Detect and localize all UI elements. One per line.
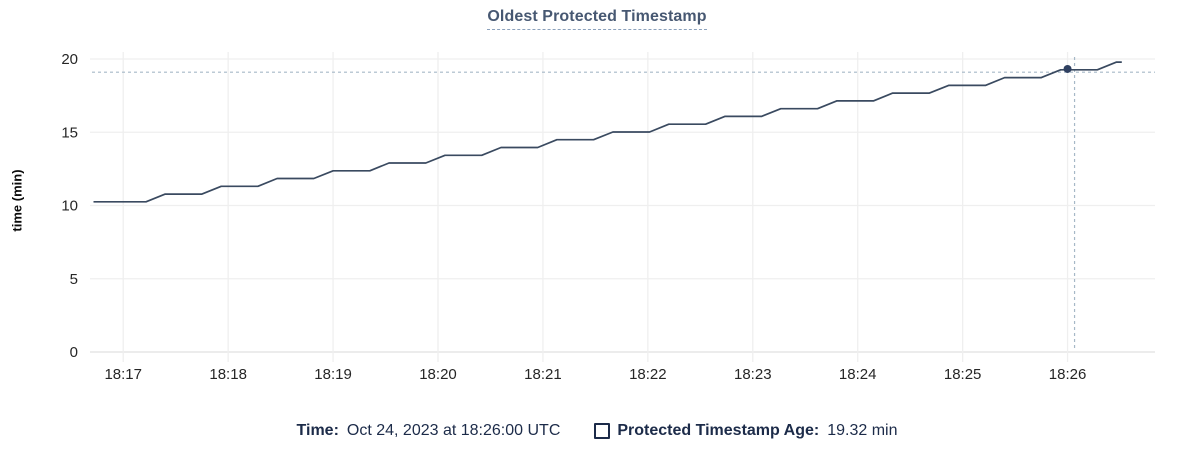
y-tick-label: 5	[70, 271, 78, 288]
x-tick-label: 18:23	[734, 366, 772, 383]
chart-title[interactable]: Oldest Protected Timestamp	[487, 8, 707, 30]
hover-time-label: Time:	[296, 422, 339, 439]
y-tick-label: 15	[61, 124, 78, 141]
x-tick-label: 18:25	[944, 366, 982, 383]
series-checkbox-swatch[interactable]	[594, 423, 611, 439]
series-line	[93, 61, 1122, 203]
x-tick-label: 18:26	[1049, 366, 1087, 383]
y-tick-label: 20	[61, 51, 78, 68]
series-value: 19.32 min	[827, 422, 898, 439]
x-tick-label: 18:21	[524, 366, 562, 383]
x-tick-label: 18:20	[419, 366, 457, 383]
chart-plot-area[interactable]: 0 5 10 15 20 18:17 18:18 18:19 18:20 18:21 18:22 18…	[0, 0, 1194, 412]
x-tick-label: 18:17	[104, 366, 142, 383]
chart-title-row: Oldest Protected Timestamp	[0, 8, 1194, 30]
series-name-label: Protected Timestamp Age:	[617, 422, 820, 439]
x-tick-label: 18:19	[314, 366, 352, 383]
y-tick-label: 10	[61, 198, 78, 215]
x-tick-label: 18:22	[629, 366, 667, 383]
hover-dot	[1063, 64, 1072, 73]
chart-legend: Time: Oct 24, 2023 at 18:26:00 UTC Prote…	[0, 422, 1194, 440]
y-tick-label: 0	[70, 344, 78, 361]
x-tick-label: 18:24	[839, 366, 877, 383]
hover-time-value: Oct 24, 2023 at 18:26:00 UTC	[346, 422, 561, 439]
x-tick-label: 18:18	[209, 366, 247, 383]
